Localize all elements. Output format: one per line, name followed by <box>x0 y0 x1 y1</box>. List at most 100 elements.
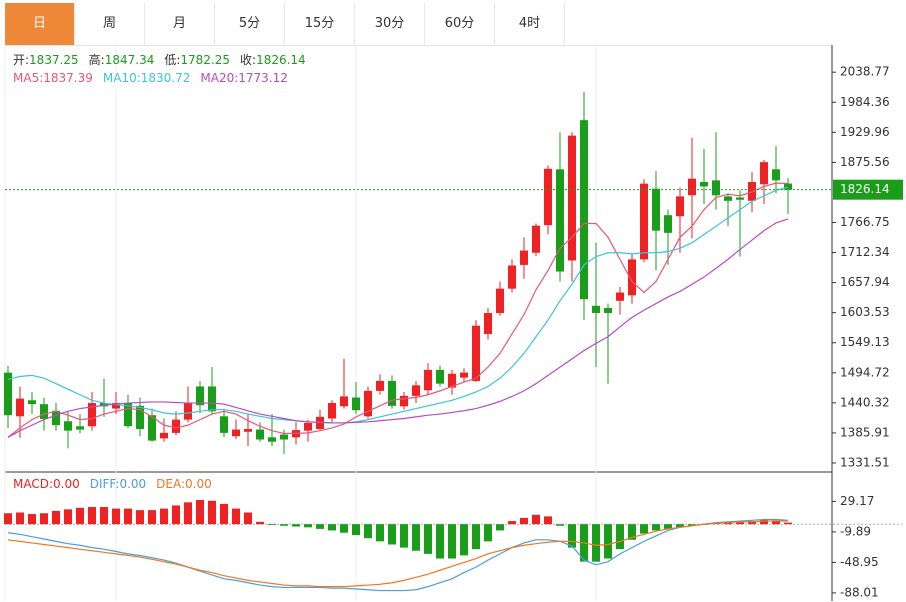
candle-body <box>652 188 660 231</box>
candle-body <box>784 183 792 190</box>
macd-bar <box>16 512 24 525</box>
candle-body <box>232 429 240 437</box>
candle-body <box>436 369 444 384</box>
candle-body <box>64 421 72 431</box>
period-tab[interactable]: 日 <box>5 3 75 45</box>
macd-bar <box>376 524 384 542</box>
macd-bar <box>364 524 372 539</box>
ma-line <box>7 182 789 438</box>
y-tick-label: 1875.56 <box>840 155 890 169</box>
candle-body <box>88 403 96 427</box>
period-tab[interactable]: 60分 <box>425 3 495 45</box>
y-tick-label: -88.01 <box>840 585 879 599</box>
ma-line <box>7 186 789 424</box>
macd-bar <box>508 521 516 525</box>
macd-bar <box>304 524 312 528</box>
macd-bar <box>628 524 636 540</box>
legend-value: 0.00 <box>53 477 80 491</box>
candle-body <box>616 292 624 301</box>
y-tick-label: 2038.77 <box>840 65 890 79</box>
macd-bar <box>520 517 528 525</box>
period-tab[interactable]: 月 <box>145 3 215 45</box>
period-tabs: 日周月 5分 15分 30分 60分 4时 <box>5 3 832 46</box>
macd-bar <box>244 512 252 525</box>
legend-value: 1782.25 <box>180 53 230 67</box>
period-tab[interactable]: 5分 <box>215 3 285 45</box>
macd-bar <box>664 524 672 529</box>
legend: 开:1837.25 高:1847.34 低:1782.25 收:1826.14 <box>13 52 306 67</box>
y-tick-label: 1766.75 <box>840 215 890 229</box>
candle-body <box>520 250 528 265</box>
candle-body <box>4 372 12 416</box>
candle-body <box>568 135 576 261</box>
legend-label: MACD: <box>13 477 53 491</box>
candle-body <box>628 259 636 296</box>
candle-body <box>76 426 84 430</box>
macd-bar <box>748 521 756 525</box>
macd-bar <box>220 503 228 525</box>
legend-label: 收: <box>240 53 256 67</box>
macd-line <box>7 518 789 592</box>
candle-body <box>112 403 120 409</box>
macd-bar <box>472 524 480 550</box>
period-tab[interactable]: 30分 <box>355 3 425 45</box>
period-tab[interactable]: 周 <box>75 3 145 45</box>
candle-body <box>52 410 60 426</box>
y-tick-label: 29.17 <box>840 494 874 508</box>
candle-body <box>136 405 144 430</box>
y-tick-label: 1549.13 <box>840 335 890 349</box>
candle-body <box>496 288 504 313</box>
candle-body <box>16 398 24 417</box>
macd-bar <box>52 510 60 525</box>
legend-value: 0.00 <box>119 477 146 491</box>
legend-label: MA20: <box>200 71 238 85</box>
candle-body <box>124 403 132 427</box>
candle-body <box>160 432 168 439</box>
macd-bar <box>388 524 396 545</box>
macd-bar <box>172 505 180 525</box>
candle-body <box>388 380 396 406</box>
macd-bar <box>532 514 540 525</box>
macd-bar <box>784 522 792 525</box>
y-tick-label: 1331.51 <box>840 455 890 469</box>
candle-body <box>604 308 612 313</box>
legend-label: DIFF: <box>90 477 120 491</box>
macd-bar <box>196 499 204 525</box>
legend-label: 开: <box>13 53 29 67</box>
legend-value: 1837.39 <box>43 71 93 85</box>
candle-body <box>772 169 780 181</box>
macd-bar <box>328 524 336 531</box>
macd-bar <box>100 507 108 525</box>
macd-bar <box>496 524 504 531</box>
legend-value: 1773.12 <box>238 71 288 85</box>
macd-bar <box>760 519 768 525</box>
macd-bar <box>316 524 324 529</box>
candle-body <box>328 403 336 419</box>
candle-body <box>280 434 288 440</box>
macd-bar <box>148 510 156 525</box>
macd-bar <box>40 513 48 525</box>
legend-label: MA10: <box>103 71 141 85</box>
macd-bar <box>652 524 660 531</box>
macd-bar <box>676 524 684 528</box>
y-tick-label: 1984.36 <box>840 95 890 109</box>
macd-bar <box>280 524 288 526</box>
candle-body <box>676 196 684 217</box>
period-tab[interactable]: 4时 <box>495 3 565 45</box>
candle-body <box>640 183 648 260</box>
macd-bar <box>64 509 72 525</box>
y-tick-label: -9.89 <box>840 524 871 538</box>
macd-bar <box>424 524 432 554</box>
last-price-label: 1826.14 <box>840 182 890 196</box>
candle-body <box>40 404 48 420</box>
candle-body <box>664 215 672 233</box>
candle-body <box>304 422 312 431</box>
candle-body <box>208 386 216 412</box>
candle-body <box>760 162 768 185</box>
macd-bar <box>460 524 468 556</box>
macd-bar <box>604 524 612 559</box>
candle-body <box>544 168 552 226</box>
period-tab[interactable]: 15分 <box>285 3 355 45</box>
macd-bar <box>352 524 360 536</box>
candle-body <box>244 429 252 432</box>
